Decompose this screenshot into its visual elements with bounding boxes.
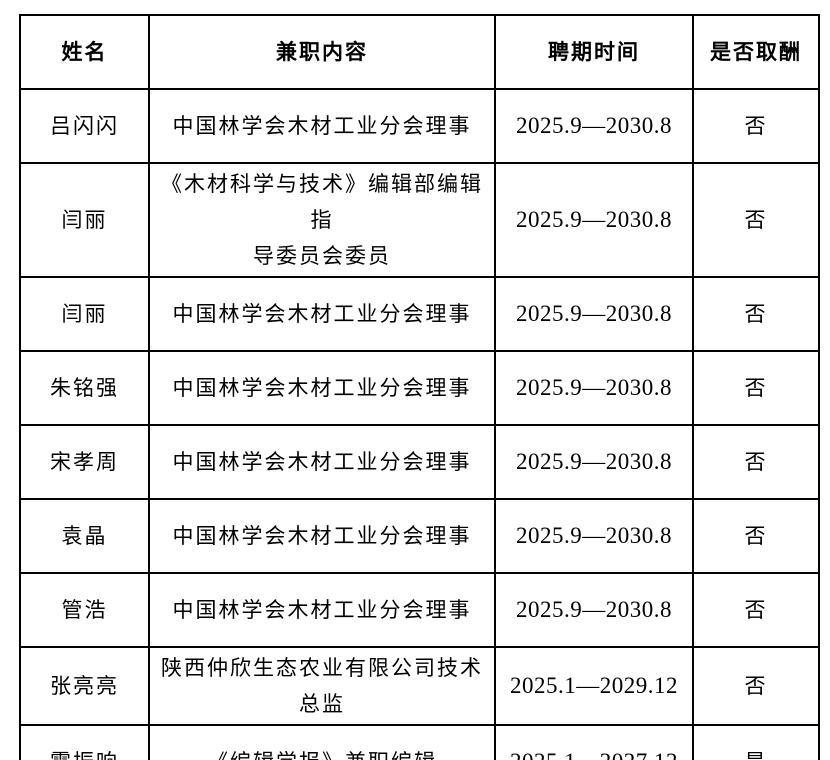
cell-period: 2025.9—2030.8 xyxy=(494,498,694,574)
cell-content: 《编辑学报》兼职编辑 xyxy=(148,724,496,760)
part-time-positions-table: 姓名 兼职内容 聘期时间 是否取酬 吕闪闪 中国林学会木材工业分会理事 2025.9… xyxy=(19,14,820,760)
cell-period: 2025.9—2030.8 xyxy=(494,88,694,164)
table-row: 袁晶 中国林学会木材工业分会理事 2025.9—2030.8 否 xyxy=(19,498,820,574)
cell-paid: 否 xyxy=(692,276,820,352)
cell-content: 中国林学会木材工业分会理事 xyxy=(148,498,496,574)
cell-paid: 否 xyxy=(692,572,820,648)
cell-name: 袁晶 xyxy=(19,498,150,574)
cell-paid: 是 xyxy=(692,724,820,760)
cell-content: 中国林学会木材工业分会理事 xyxy=(148,276,496,352)
cell-name: 闫丽 xyxy=(19,276,150,352)
cell-paid: 否 xyxy=(692,350,820,426)
column-header-paid: 是否取酬 xyxy=(692,14,820,90)
table-row: 霍振响《编辑学报》兼职编辑2025.1—2027.12是 xyxy=(19,724,820,760)
cell-name: 霍振响 xyxy=(19,724,150,760)
cell-period: 2025.1—2027.12 xyxy=(494,724,694,760)
cell-name: 张亮亮 xyxy=(19,646,150,726)
table-row: 闫丽 《木材科学与技术》编辑部编辑指 导委员会委员 2025.9—2030.8 否 xyxy=(19,162,820,278)
table-row: 闫丽 中国林学会木材工业分会理事 2025.9—2030.8 否 xyxy=(19,276,820,352)
cell-period: 2025.9—2030.8 xyxy=(494,572,694,648)
column-header-period: 聘期时间 xyxy=(494,14,694,90)
cell-paid: 否 xyxy=(692,424,820,500)
cell-paid: 否 xyxy=(692,646,820,726)
cell-name: 朱铭强 xyxy=(19,350,150,426)
cell-period: 2025.9—2030.8 xyxy=(494,350,694,426)
cell-period: 2025.9—2030.8 xyxy=(494,424,694,500)
table-row: 宋孝周 中国林学会木材工业分会理事 2025.9—2030.8 否 xyxy=(19,424,820,500)
cell-period: 2025.9—2030.8 xyxy=(494,162,694,278)
cell-paid: 否 xyxy=(692,88,820,164)
cell-content: 陕西仲欣生态农业有限公司技术 总监 xyxy=(148,646,496,726)
table-header: 姓名 兼职内容 聘期时间 是否取酬 xyxy=(19,14,820,90)
cell-paid: 否 xyxy=(692,498,820,574)
cell-content: 中国林学会木材工业分会理事 xyxy=(148,350,496,426)
table-row: 朱铭强 中国林学会木材工业分会理事 2025.9—2030.8 否 xyxy=(19,350,820,426)
cell-content: 中国林学会木材工业分会理事 xyxy=(148,424,496,500)
cell-paid: 否 xyxy=(692,162,820,278)
table-row: 管浩 中国林学会木材工业分会理事 2025.9—2030.8 否 xyxy=(19,572,820,648)
cell-content: 中国林学会木材工业分会理事 xyxy=(148,572,496,648)
table-row: 吕闪闪 中国林学会木材工业分会理事 2025.9—2030.8 否 xyxy=(19,88,820,164)
cell-name: 闫丽 xyxy=(19,162,150,278)
cell-content: 《木材科学与技术》编辑部编辑指 导委员会委员 xyxy=(148,162,496,278)
table-body: 吕闪闪 中国林学会木材工业分会理事 2025.9—2030.8 否闫丽 《木材科学与技术… xyxy=(19,88,820,760)
cell-name: 管浩 xyxy=(19,572,150,648)
cell-name: 吕闪闪 xyxy=(19,88,150,164)
column-header-content: 兼职内容 xyxy=(148,14,496,90)
table-row: 张亮亮 陕西仲欣生态农业有限公司技术 总监 2025.1—2029.12 否 xyxy=(19,646,820,726)
column-header-name: 姓名 xyxy=(19,14,150,90)
cell-content: 中国林学会木材工业分会理事 xyxy=(148,88,496,164)
header-row: 姓名 兼职内容 聘期时间 是否取酬 xyxy=(19,14,820,90)
cell-period: 2025.9—2030.8 xyxy=(494,276,694,352)
cell-name: 宋孝周 xyxy=(19,424,150,500)
cell-period: 2025.1—2029.12 xyxy=(494,646,694,726)
